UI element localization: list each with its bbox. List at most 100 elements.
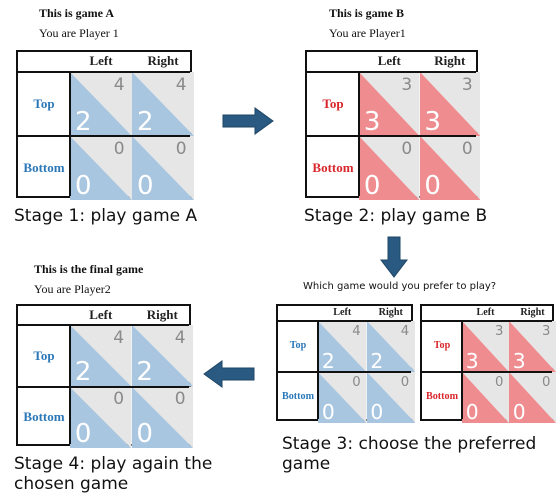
row-divider: [278, 371, 411, 373]
column-player-payoff: 4: [113, 75, 125, 96]
payoff-split-graphic: [359, 72, 420, 136]
column-player-payoff: 4: [113, 327, 125, 348]
column-player-payoff: 0: [113, 139, 125, 160]
row-player-triangle: [366, 372, 415, 423]
arrow-left-icon: [203, 360, 255, 388]
row-divider: [18, 135, 190, 137]
column-header-right: Right: [378, 306, 403, 318]
column-header-left: Left: [333, 306, 352, 318]
matrix-game-a-stage-1: Left Right Top Bottom 4 2 4 2 0 0 0 0: [16, 50, 194, 200]
payoff-split-graphic: [419, 136, 480, 200]
label-divider: [358, 72, 360, 196]
column-header-right: Right: [146, 306, 178, 322]
row-player-triangle: [509, 372, 556, 423]
header-divider: [422, 320, 552, 322]
payoff-split-graphic: [70, 72, 132, 136]
game-a-title: This is game A: [39, 6, 115, 20]
header-divider: [18, 71, 190, 73]
row-divider: [18, 385, 189, 388]
game-b-player: You are Player1: [329, 26, 406, 40]
row-player-triangle: [318, 372, 367, 423]
matrix-game-a-stage-3: Left Right Top Bottom 4 2 4 2 0 0 0 0: [276, 304, 415, 423]
row-player-payoff: 2: [321, 348, 335, 372]
column-player-payoff: 0: [352, 375, 361, 391]
column-header-right: Right: [434, 53, 466, 68]
payoff-split-graphic: [509, 321, 556, 372]
row-player-triangle: [70, 386, 132, 448]
payoff-split-graphic: [419, 72, 480, 136]
row-player-triangle: [359, 136, 420, 200]
row-label-bottom: Bottom: [23, 409, 65, 425]
payoff-split-graphic: [318, 372, 367, 423]
row-player-payoff: 2: [136, 106, 154, 136]
column-header-right: Right: [147, 53, 179, 68]
payoff-split-graphic: [70, 136, 132, 200]
column-player-payoff: 0: [113, 389, 125, 410]
row-label-top: Top: [33, 347, 55, 363]
column-player-payoff: 3: [461, 75, 473, 96]
row-label-top: Top: [433, 340, 451, 352]
row-player-triangle: [132, 136, 194, 200]
header-divider: [307, 71, 476, 73]
row-player-triangle: [366, 321, 415, 372]
matrix-game-b-stage-2: Left Right Top Bottom 3 3 3 3 0 0 0 0: [305, 50, 480, 200]
row-label-top: Top: [289, 340, 307, 352]
row-player-triangle: [318, 321, 367, 372]
stage-3-label: Stage 3: choose the preferred game: [282, 434, 537, 475]
matrix-game-b-stage-3: Left Right Top Bottom 3 3 3 3 0 0 0 0: [420, 304, 556, 423]
column-player-payoff: 3: [541, 324, 551, 340]
column-player-payoff: 0: [541, 375, 551, 391]
row-player-triangle: [419, 72, 480, 136]
row-player-triangle: [131, 386, 193, 448]
row-label-top: Top: [33, 96, 55, 111]
column-player-payoff: 4: [175, 75, 187, 96]
row-player-payoff: 0: [424, 170, 441, 200]
row-player-triangle: [462, 321, 509, 372]
payoff-split-graphic: [131, 325, 193, 387]
final-game-title: This is the final game: [34, 262, 144, 276]
payoff-split-graphic: [509, 372, 556, 423]
column-player-payoff: 4: [352, 324, 361, 340]
header-divider: [278, 320, 411, 322]
row-player-payoff: 2: [370, 348, 384, 372]
row-player-payoff: 0: [74, 418, 92, 448]
row-player-triangle: [70, 136, 132, 200]
row-player-triangle: [70, 72, 132, 136]
game-b-title: This is game B: [329, 6, 405, 20]
column-player-payoff: 0: [494, 375, 504, 391]
payoff-split-graphic: [132, 72, 194, 136]
column-player-payoff: 0: [174, 389, 186, 410]
column-header-left: Left: [476, 306, 495, 318]
row-player-payoff: 3: [465, 348, 479, 372]
row-player-payoff: 0: [136, 170, 154, 200]
payoff-split-graphic: [462, 321, 509, 372]
row-player-triangle: [132, 72, 194, 136]
stage-2-label: Stage 2: play game B: [304, 206, 488, 226]
row-player-payoff: 0: [512, 399, 526, 423]
column-header-left: Left: [89, 306, 113, 322]
row-label-bottom: Bottom: [23, 160, 65, 175]
header-divider: [18, 324, 189, 326]
row-label-bottom: Bottom: [312, 160, 354, 175]
column-header-left: Left: [377, 53, 401, 68]
column-player-payoff: 4: [174, 327, 186, 348]
row-player-triangle: [509, 321, 556, 372]
stage-4-label: Stage 4: play again the chosen game: [14, 454, 213, 495]
label-divider: [69, 325, 71, 444]
column-player-payoff: 4: [400, 324, 410, 340]
stage-1-label: Stage 1: play game A: [14, 206, 198, 226]
payoff-split-graphic: [366, 321, 415, 372]
column-player-payoff: 3: [401, 75, 413, 96]
row-player-triangle: [131, 325, 193, 387]
row-player-payoff: 0: [321, 399, 335, 423]
